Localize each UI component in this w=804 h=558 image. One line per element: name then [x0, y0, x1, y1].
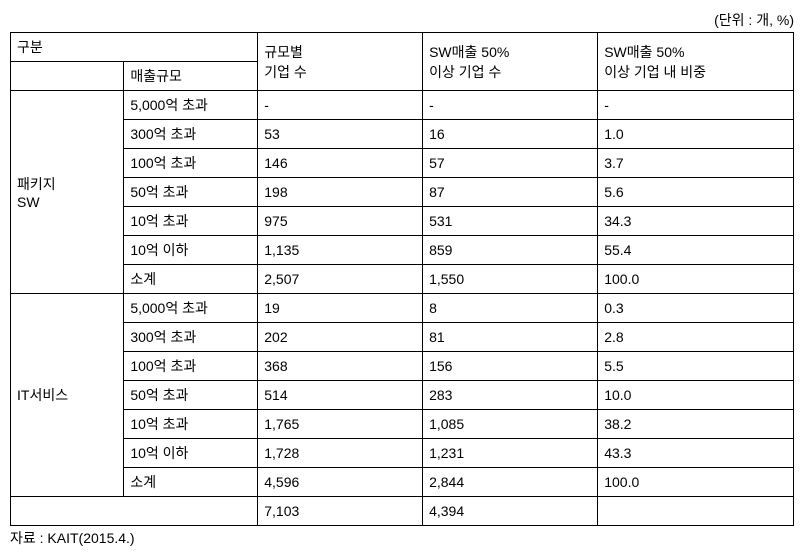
size-cell: 소계	[124, 265, 258, 294]
sw50-count-cell: 156	[423, 352, 598, 381]
table-row: 100억 초과3681565.5	[11, 352, 794, 381]
table-row: 10억 초과97553134.3	[11, 207, 794, 236]
table-row: 소계2,5071,550100.0	[11, 265, 794, 294]
table-row: 50억 초과51428310.0	[11, 381, 794, 410]
size-cell: 소계	[124, 468, 258, 497]
source-label: 자료 : KAIT(2015.4.)	[10, 528, 794, 548]
unit-label: (단위 : 개, %)	[10, 10, 794, 30]
size-cell: 10억 이하	[124, 439, 258, 468]
size-cell: 300억 초과	[124, 323, 258, 352]
sw50-share-cell: 10.0	[598, 381, 794, 410]
table-row: 300억 초과202812.8	[11, 323, 794, 352]
sw50-count-cell: 2,844	[423, 468, 598, 497]
sw50-count-cell: 87	[423, 178, 598, 207]
size-cell: 100억 초과	[124, 149, 258, 178]
total-row: 7,1034,394	[11, 497, 794, 526]
total-share-cell	[598, 497, 794, 526]
table-row: 10억 초과1,7651,08538.2	[11, 410, 794, 439]
count-cell: 198	[258, 178, 423, 207]
sw50-count-cell: 57	[423, 149, 598, 178]
sw50-share-cell: -	[598, 91, 794, 120]
sw50-share-cell: 100.0	[598, 265, 794, 294]
size-cell: 50억 초과	[124, 381, 258, 410]
sw50-count-cell: 1,085	[423, 410, 598, 439]
count-cell: 2,507	[258, 265, 423, 294]
sw50-count-cell: -	[423, 91, 598, 120]
sw50-count-cell: 81	[423, 323, 598, 352]
sw50-share-cell: 5.6	[598, 178, 794, 207]
count-cell: 202	[258, 323, 423, 352]
sw50-share-cell: 100.0	[598, 468, 794, 497]
header-sw50-count: SW매출 50%이상 기업 수	[423, 33, 598, 91]
sw50-share-cell: 3.7	[598, 149, 794, 178]
sw50-count-cell: 1,550	[423, 265, 598, 294]
sw50-share-cell: 34.3	[598, 207, 794, 236]
header-row-1: 구분 규모별기업 수 SW매출 50%이상 기업 수 SW매출 50%이상 기업…	[11, 33, 794, 62]
total-blank-cell	[11, 497, 258, 526]
header-category: 구분	[11, 33, 258, 62]
table-row: 10억 이하1,7281,23143.3	[11, 439, 794, 468]
size-cell: 5,000억 초과	[124, 91, 258, 120]
category-cell: IT서비스	[11, 294, 124, 497]
total-sw50-cell: 4,394	[423, 497, 598, 526]
size-cell: 10억 초과	[124, 410, 258, 439]
total-count-cell: 7,103	[258, 497, 423, 526]
sw50-share-cell: 1.0	[598, 120, 794, 149]
sw50-count-cell: 16	[423, 120, 598, 149]
sw50-share-cell: 0.3	[598, 294, 794, 323]
size-cell: 300억 초과	[124, 120, 258, 149]
table-row: IT서비스5,000억 초과1980.3	[11, 294, 794, 323]
header-sw50-share: SW매출 50%이상 기업 내 비중	[598, 33, 794, 91]
data-table: 구분 규모별기업 수 SW매출 50%이상 기업 수 SW매출 50%이상 기업…	[10, 32, 794, 526]
count-cell: 19	[258, 294, 423, 323]
table-row: 100억 초과146573.7	[11, 149, 794, 178]
size-cell: 10억 이하	[124, 236, 258, 265]
count-cell: 1,728	[258, 439, 423, 468]
sw50-share-cell: 2.8	[598, 323, 794, 352]
size-cell: 5,000억 초과	[124, 294, 258, 323]
header-count-by-size: 규모별기업 수	[258, 33, 423, 91]
table-row: 10억 이하1,13585955.4	[11, 236, 794, 265]
table-row: 50억 초과198875.6	[11, 178, 794, 207]
count-cell: -	[258, 91, 423, 120]
size-cell: 10억 초과	[124, 207, 258, 236]
table-row: 패키지SW5,000억 초과---	[11, 91, 794, 120]
category-cell: 패키지SW	[11, 91, 124, 294]
sw50-count-cell: 1,231	[423, 439, 598, 468]
count-cell: 146	[258, 149, 423, 178]
sw50-count-cell: 8	[423, 294, 598, 323]
size-cell: 100억 초과	[124, 352, 258, 381]
table-row: 소계4,5962,844100.0	[11, 468, 794, 497]
header-sales-size: 매출규모	[124, 62, 258, 91]
table-body: 구분 규모별기업 수 SW매출 50%이상 기업 수 SW매출 50%이상 기업…	[11, 33, 794, 526]
count-cell: 53	[258, 120, 423, 149]
header-category-blank	[11, 62, 124, 91]
count-cell: 514	[258, 381, 423, 410]
sw50-share-cell: 5.5	[598, 352, 794, 381]
size-cell: 50억 초과	[124, 178, 258, 207]
count-cell: 1,765	[258, 410, 423, 439]
sw50-share-cell: 55.4	[598, 236, 794, 265]
sw50-count-cell: 859	[423, 236, 598, 265]
sw50-share-cell: 38.2	[598, 410, 794, 439]
count-cell: 4,596	[258, 468, 423, 497]
table-row: 300억 초과53161.0	[11, 120, 794, 149]
count-cell: 975	[258, 207, 423, 236]
sw50-count-cell: 283	[423, 381, 598, 410]
sw50-share-cell: 43.3	[598, 439, 794, 468]
count-cell: 1,135	[258, 236, 423, 265]
sw50-count-cell: 531	[423, 207, 598, 236]
count-cell: 368	[258, 352, 423, 381]
